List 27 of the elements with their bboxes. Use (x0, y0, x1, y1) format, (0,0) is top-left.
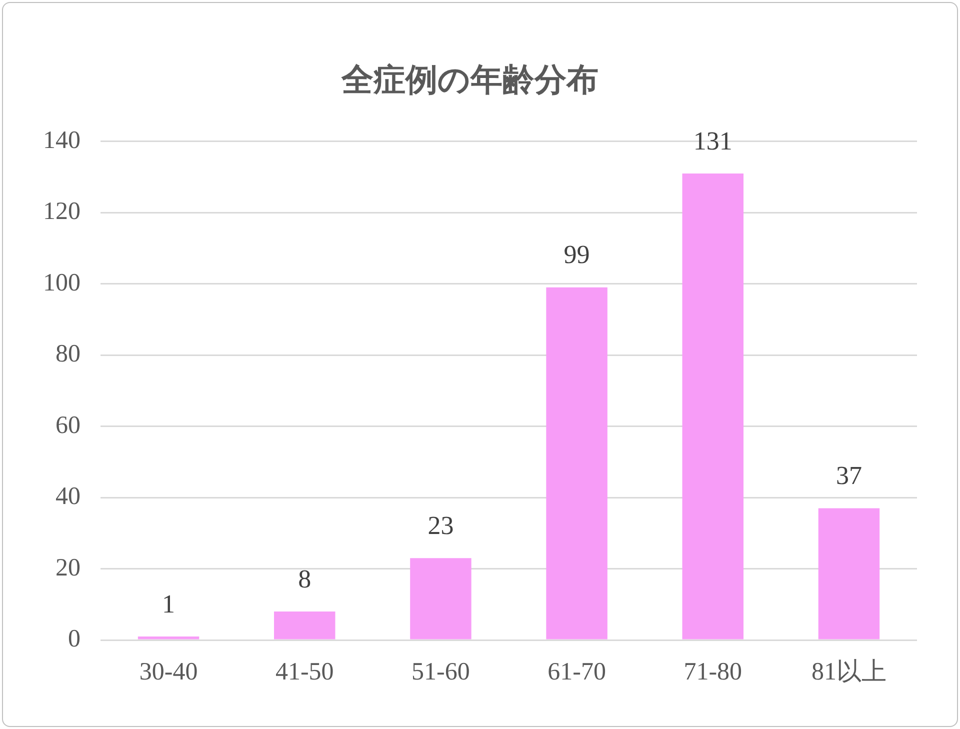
bar (818, 508, 880, 640)
data-label: 23 (428, 510, 454, 540)
bar (682, 173, 744, 640)
bar (410, 558, 472, 640)
x-tick-label: 41-50 (275, 658, 334, 686)
x-tick-label: 81以上 (811, 658, 886, 686)
y-tick-label: 40 (56, 483, 80, 510)
y-tick-label: 120 (43, 198, 80, 226)
x-tick-label: 71-80 (684, 658, 742, 686)
chart-title: 全症例の年齢分布 (340, 61, 598, 98)
y-tick-label: 140 (43, 126, 80, 154)
data-label: 1 (162, 589, 176, 618)
bar (138, 636, 200, 640)
data-label: 37 (836, 461, 862, 490)
data-label: 8 (298, 564, 312, 594)
x-tick-label: 30-40 (139, 658, 198, 686)
y-tick-label: 60 (56, 412, 80, 439)
data-label: 99 (564, 240, 590, 270)
bar (274, 612, 336, 640)
y-tick-label: 0 (68, 626, 80, 653)
y-tick-label: 20 (56, 554, 80, 582)
y-tick-label: 80 (56, 340, 80, 368)
y-tick-label: 100 (43, 269, 80, 296)
data-label: 131 (693, 126, 732, 156)
bar (546, 287, 608, 640)
x-tick-label: 61-70 (548, 658, 606, 686)
x-tick-label: 51-60 (412, 658, 470, 686)
